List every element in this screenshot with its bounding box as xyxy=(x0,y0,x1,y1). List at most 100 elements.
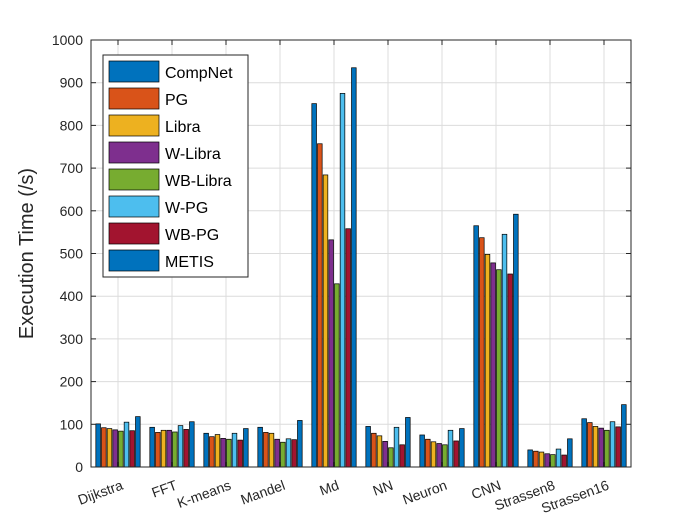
bar-libra-cnn xyxy=(484,254,491,468)
y-tick-label: 500 xyxy=(60,246,84,262)
bar-metis-strassen16 xyxy=(621,404,627,468)
bar-libra-strassen16 xyxy=(592,426,599,468)
x-tick-label: Md xyxy=(317,477,341,499)
y-tick-label: 400 xyxy=(60,288,84,304)
bar-w-libra-md xyxy=(328,239,334,468)
bar-metis-fft xyxy=(189,421,195,468)
bar-libra-nn xyxy=(376,435,383,468)
bar-w-libra-strassen16 xyxy=(598,427,604,468)
legend-swatch-wb-pg xyxy=(108,222,160,245)
bar-wb-pg-k-means xyxy=(237,439,243,468)
bar-wb-pg-neuron xyxy=(453,440,459,468)
bar-compnet-md xyxy=(311,103,317,468)
bar-compnet-neuron xyxy=(419,434,425,468)
y-tick-label: 900 xyxy=(60,75,84,91)
bar-metis-md xyxy=(351,67,357,468)
bar-wb-libra-strassen8 xyxy=(550,454,556,468)
bar-w-libra-cnn xyxy=(490,262,496,468)
bar-pg-mandel xyxy=(263,432,269,468)
bar-libra-md xyxy=(322,174,329,468)
bar-wb-pg-md xyxy=(345,228,351,468)
bar-compnet-k-means xyxy=(203,432,209,468)
bars xyxy=(95,67,627,468)
legend-label-w-libra: W-Libra xyxy=(165,146,221,163)
y-tick-label: 300 xyxy=(60,331,84,347)
bar-wb-libra-cnn xyxy=(496,269,502,468)
bar-wb-pg-cnn xyxy=(507,273,513,468)
bar-pg-strassen8 xyxy=(533,450,539,468)
bar-w-pg-neuron xyxy=(447,429,454,468)
bar-compnet-cnn xyxy=(473,225,479,468)
legend-swatch-wb-libra xyxy=(108,168,160,191)
bar-wb-pg-nn xyxy=(399,444,405,468)
bar-wb-pg-strassen8 xyxy=(561,454,567,468)
bar-w-libra-nn xyxy=(382,441,388,468)
bar-w-libra-dijkstra xyxy=(112,429,118,468)
legend-label-metis: METIS xyxy=(165,254,214,271)
bar-w-libra-fft xyxy=(166,429,172,468)
bar-wb-pg-strassen16 xyxy=(615,426,621,468)
y-tick-label: 700 xyxy=(60,160,84,176)
bar-wb-pg-mandel xyxy=(291,439,297,468)
y-tick-label: 1000 xyxy=(52,32,83,48)
bar-metis-nn xyxy=(405,417,411,468)
bar-w-pg-cnn xyxy=(501,233,508,468)
bar-compnet-dijkstra xyxy=(95,423,101,468)
legend-swatch-compnet xyxy=(108,60,160,83)
bar-metis-dijkstra xyxy=(135,416,141,468)
bar-pg-dijkstra xyxy=(101,427,107,468)
legend-label-pg: PG xyxy=(165,92,188,109)
bar-w-pg-mandel xyxy=(285,438,292,468)
bar-libra-fft xyxy=(160,429,167,468)
bar-wb-libra-nn xyxy=(388,447,394,468)
bar-pg-md xyxy=(317,143,323,468)
legend-label-w-pg: W-PG xyxy=(165,200,208,217)
bar-w-pg-dijkstra xyxy=(123,421,130,468)
legend-label-compnet: CompNet xyxy=(165,65,233,82)
bar-metis-mandel xyxy=(297,420,303,468)
legend-swatch-libra xyxy=(108,114,160,137)
bar-w-pg-k-means xyxy=(231,432,238,468)
bar-pg-cnn xyxy=(479,237,485,468)
bar-w-libra-k-means xyxy=(220,438,226,468)
bar-compnet-fft xyxy=(149,426,155,468)
bar-w-pg-strassen8 xyxy=(555,448,562,468)
x-tick-label: NN xyxy=(371,477,395,499)
bar-metis-neuron xyxy=(459,428,465,468)
bar-w-pg-strassen16 xyxy=(609,421,616,468)
bar-wb-libra-fft xyxy=(172,431,178,468)
bar-wb-libra-neuron xyxy=(442,444,448,468)
y-tick-label: 0 xyxy=(75,459,83,475)
bar-w-libra-mandel xyxy=(274,438,280,468)
bar-compnet-strassen8 xyxy=(527,449,533,468)
legend-swatch-pg xyxy=(108,87,160,110)
bar-compnet-strassen16 xyxy=(581,418,587,468)
bar-metis-k-means xyxy=(243,428,249,468)
bar-libra-mandel xyxy=(268,432,275,468)
legend-swatch-w-pg xyxy=(108,195,160,218)
bar-pg-strassen16 xyxy=(587,422,593,468)
bar-w-libra-strassen8 xyxy=(544,453,550,468)
bar-libra-k-means xyxy=(214,434,221,468)
legend: CompNet PG Libra W-Libra WB-Libra W-PG WB-PG ME… xyxy=(102,54,249,278)
bar-wb-libra-mandel xyxy=(280,441,286,468)
legend-swatch-metis xyxy=(108,249,160,272)
bar-wb-libra-k-means xyxy=(226,438,232,468)
y-tick-label: 100 xyxy=(60,416,84,432)
y-tick-label: 200 xyxy=(60,374,84,390)
y-tick-label: 800 xyxy=(60,117,84,133)
y-tick-label: 600 xyxy=(60,203,84,219)
bar-compnet-mandel xyxy=(257,426,263,468)
bar-metis-cnn xyxy=(513,213,519,468)
bar-pg-neuron xyxy=(425,438,431,468)
bar-pg-nn xyxy=(371,432,377,468)
bar-wb-libra-dijkstra xyxy=(118,430,124,468)
legend-label-wb-libra: WB-Libra xyxy=(165,173,232,190)
bar-wb-pg-dijkstra xyxy=(129,430,135,468)
bar-pg-fft xyxy=(155,432,161,468)
bar-wb-libra-strassen16 xyxy=(604,429,610,468)
bar-pg-k-means xyxy=(209,436,215,468)
legend-swatch-w-libra xyxy=(108,141,160,164)
bar-w-pg-nn xyxy=(393,426,400,468)
